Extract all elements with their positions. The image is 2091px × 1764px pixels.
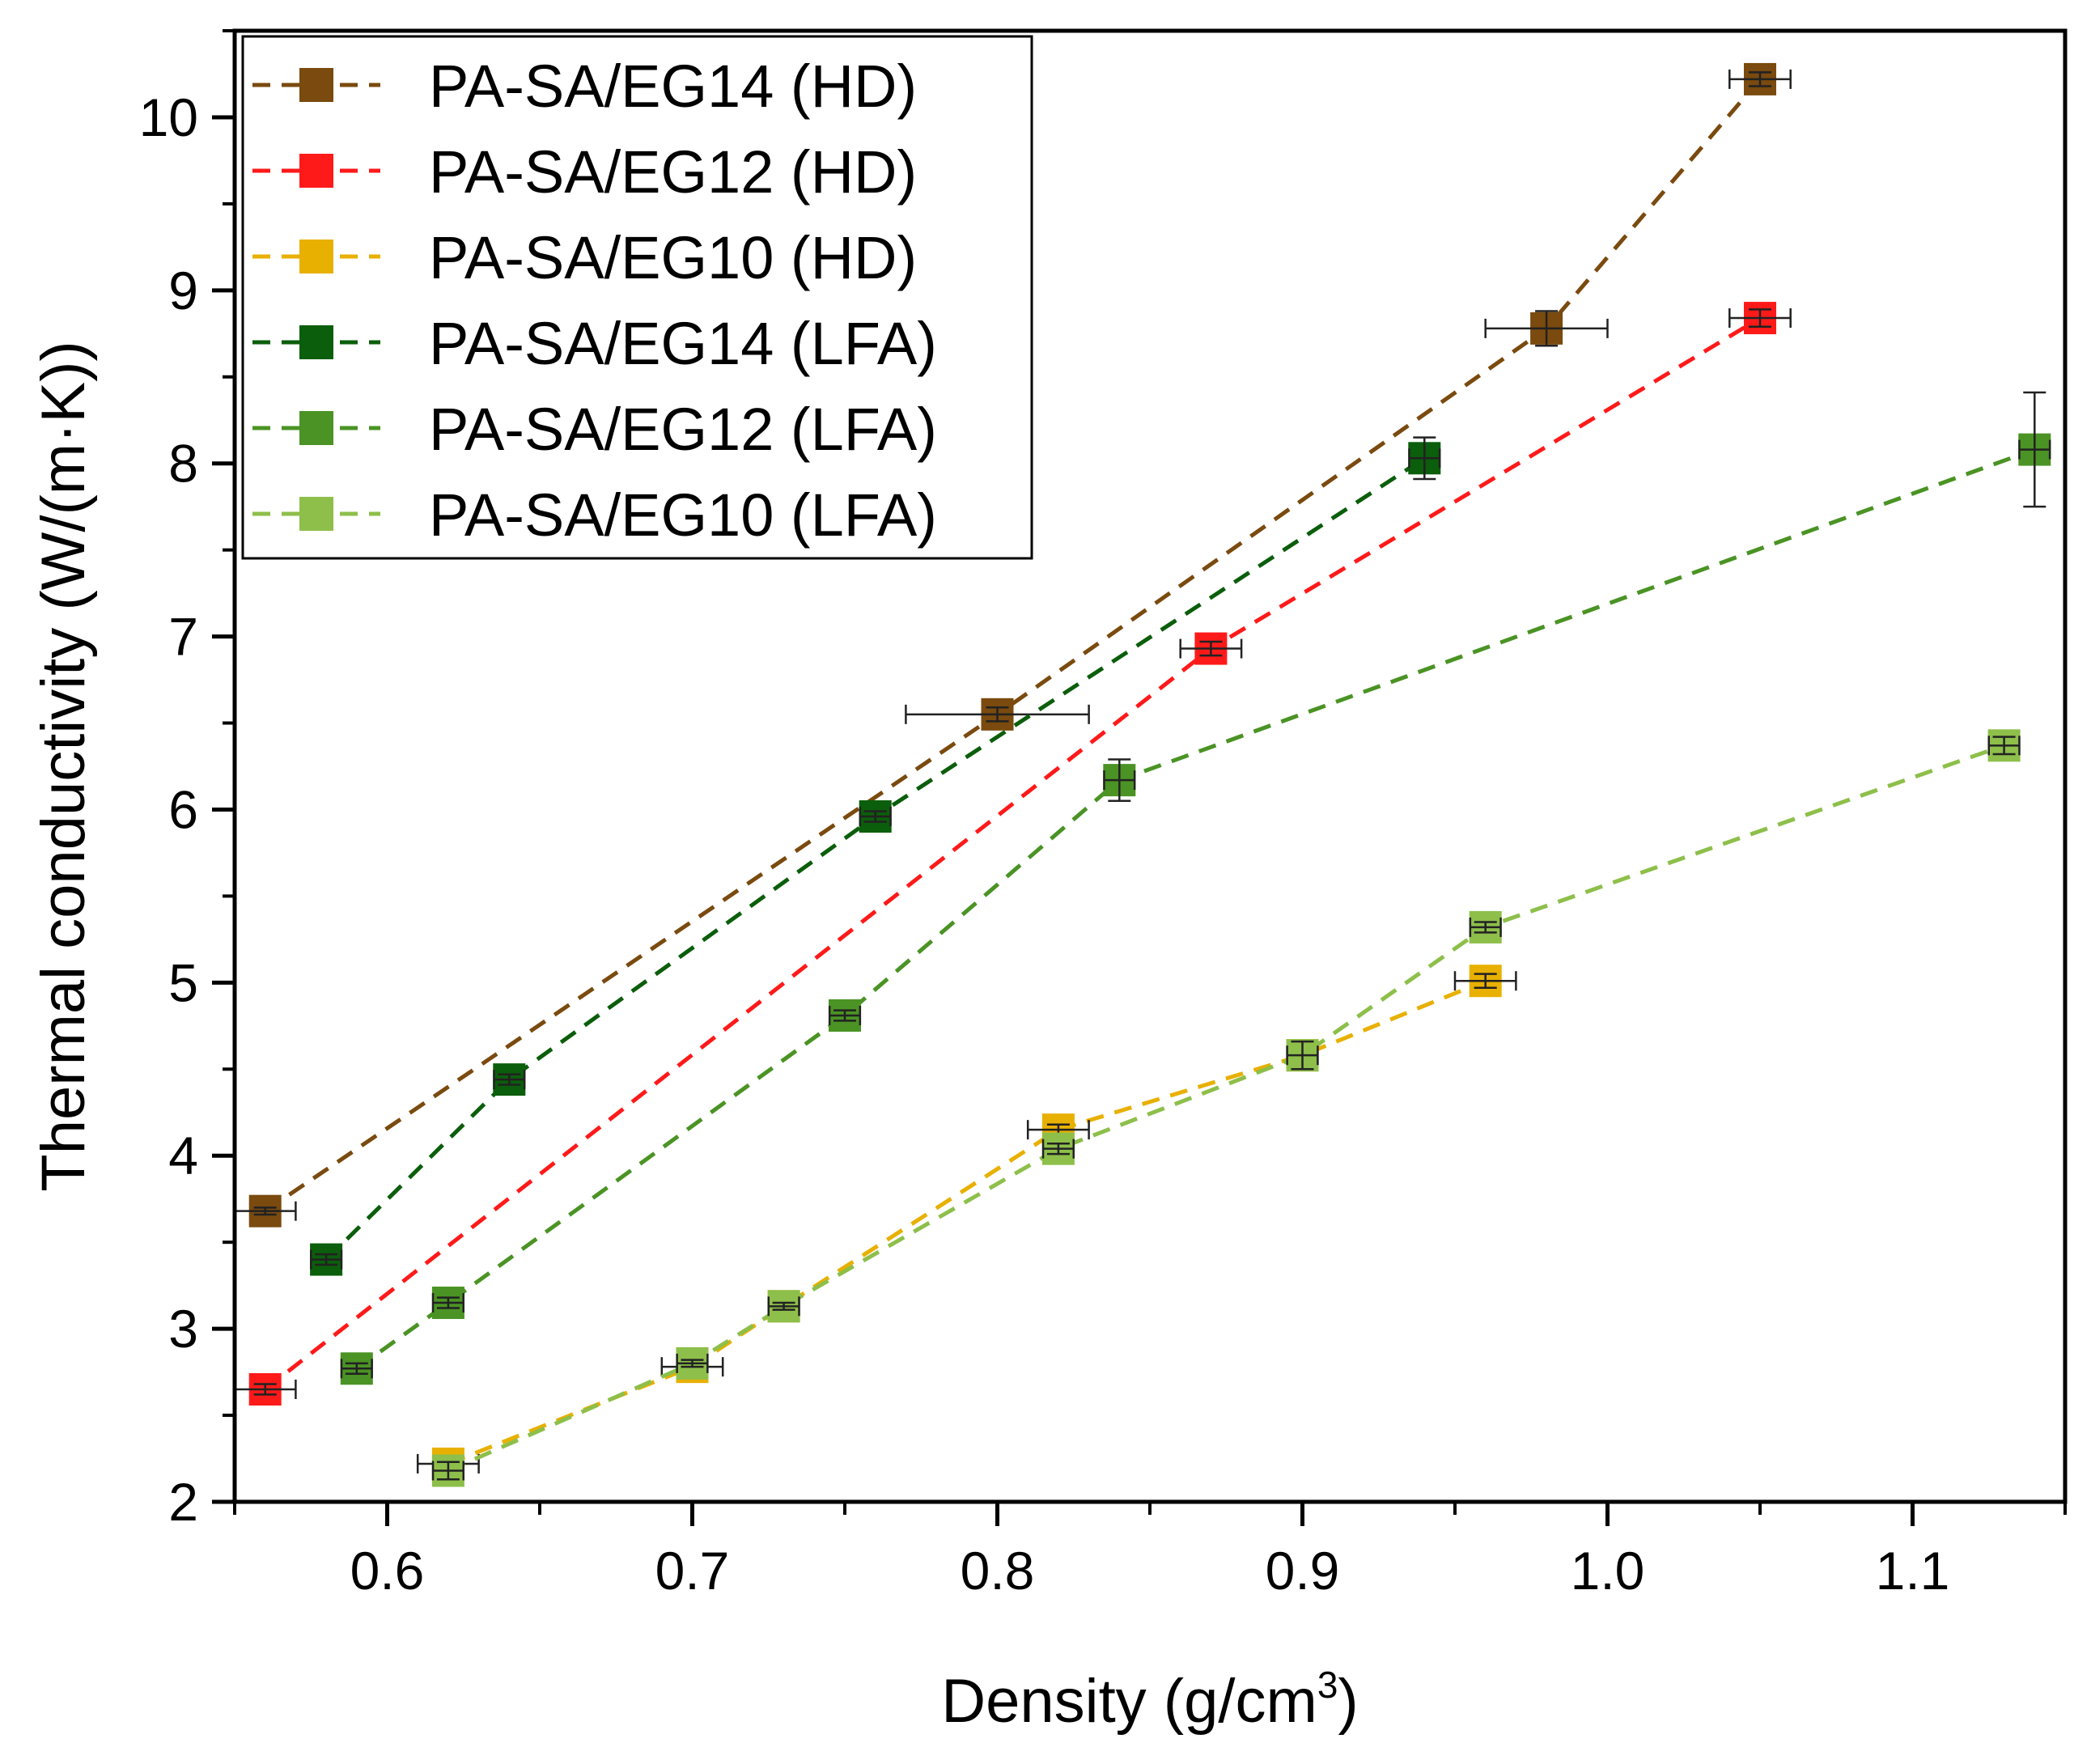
legend: PA-SA/EG14 (HD) PA-SA/EG12 (HD) PA-SA/EG10…	[241, 35, 1033, 560]
y-tick-label: 2	[168, 1472, 198, 1532]
y-tick-label: 9	[168, 261, 198, 320]
legend-marker	[299, 154, 333, 188]
series-3	[416, 965, 1517, 1480]
legend-item: PA-SA/EG10 (HD)	[252, 224, 917, 291]
legend-label: PA-SA/EG10 (HD)	[429, 224, 917, 291]
y-tick-label: 7	[168, 607, 198, 667]
legend-label: PA-SA/EG14 (LFA)	[429, 310, 937, 377]
legend-marker	[299, 68, 333, 102]
x-tick-label: 1.1	[1876, 1541, 1950, 1601]
series-line	[355, 447, 2036, 1371]
x-tick-label: 0.9	[1266, 1541, 1340, 1601]
series-line	[447, 978, 1487, 1466]
ticks-layer	[212, 29, 2067, 1526]
tick-labels: 0.6 0.7 0.8 0.9 1.0 1.1 2 3 4 5 6 7 8 9 10	[139, 87, 1950, 1601]
series-2	[233, 302, 1792, 1406]
series-line	[264, 78, 1762, 1213]
legend-label: PA-SA/EG12 (LFA)	[429, 396, 937, 463]
legend-item: PA-SA/EG12 (HD)	[252, 138, 917, 206]
x-tick-label: 0.8	[961, 1541, 1035, 1601]
legend-item: PA-SA/EG10 (LFA)	[252, 481, 937, 549]
legend-items: PA-SA/EG14 (HD) PA-SA/EG12 (HD) PA-SA/EG10…	[252, 53, 937, 549]
x-tick-label: 1.0	[1571, 1541, 1645, 1601]
legend-label: PA-SA/EG14 (HD)	[429, 53, 917, 120]
series-4	[310, 436, 1441, 1276]
series-5	[340, 391, 2051, 1385]
series-line	[324, 456, 1426, 1262]
y-tick-label: 10	[139, 87, 198, 147]
legend-marker	[299, 497, 333, 531]
legend-item: PA-SA/EG14 (HD)	[252, 53, 917, 120]
series-layer	[233, 62, 2051, 1487]
legend-marker	[299, 240, 333, 274]
y-tick-label: 4	[168, 1126, 198, 1185]
x-axis-title: Density (g/cm3)	[941, 1664, 1358, 1736]
legend-item: PA-SA/EG14 (LFA)	[252, 310, 937, 377]
legend-marker	[299, 411, 333, 445]
legend-marker	[299, 325, 333, 359]
y-axis-title: Thermal conductivity (W/(m·K))	[29, 341, 98, 1191]
y-tick-label: 3	[168, 1299, 198, 1359]
series-1	[233, 62, 1792, 1228]
series-6	[431, 729, 2021, 1487]
legend-item: PA-SA/EG12 (LFA)	[252, 396, 937, 463]
legend-label: PA-SA/EG12 (HD)	[429, 138, 917, 206]
legend-box	[241, 35, 1033, 560]
y-tick-label: 6	[168, 779, 198, 839]
legend-label: PA-SA/EG10 (LFA)	[429, 481, 937, 549]
x-tick-label: 0.6	[350, 1541, 425, 1601]
y-tick-label: 8	[168, 434, 198, 494]
y-tick-label: 5	[168, 952, 198, 1012]
x-tick-label: 0.7	[655, 1541, 730, 1601]
